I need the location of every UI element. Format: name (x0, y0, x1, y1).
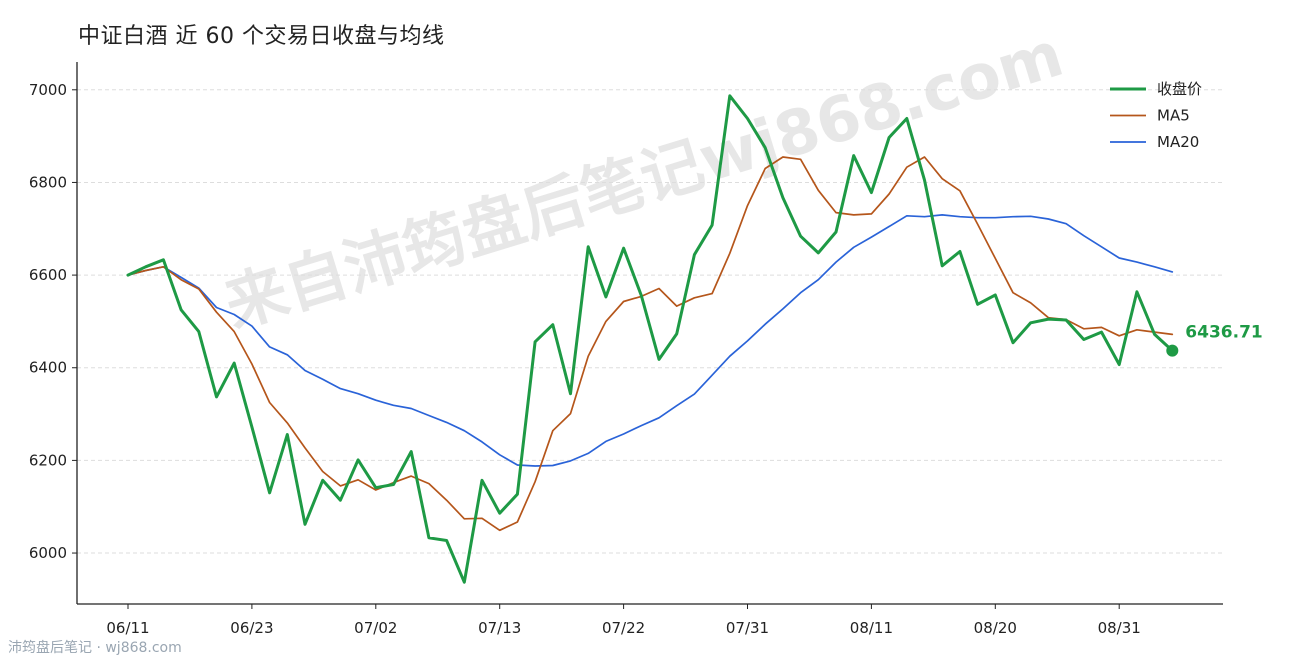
y-tick-label: 6600 (29, 266, 67, 284)
last-close-point (1166, 345, 1178, 357)
legend-label-ma5: MA5 (1157, 107, 1190, 125)
x-tick-label: 08/31 (1098, 619, 1141, 637)
x-tick-label: 06/11 (106, 619, 149, 637)
y-tick-label: 7000 (29, 81, 67, 99)
last-close-label: 6436.71 (1185, 323, 1262, 343)
y-tick-label: 6400 (29, 359, 67, 377)
x-tick-label: 08/20 (974, 619, 1017, 637)
x-tick-label: 07/22 (602, 619, 645, 637)
legend: 收盘价 MA5 MA20 (1110, 80, 1202, 151)
x-tick-label: 07/02 (354, 619, 397, 637)
x-tick-label: 07/31 (726, 619, 769, 637)
x-tick-label: 07/13 (478, 619, 521, 637)
x-tick-label: 08/11 (850, 619, 893, 637)
y-tick-label: 6200 (29, 451, 67, 469)
y-tick-label: 6000 (29, 544, 67, 562)
legend-label-close: 收盘价 (1157, 80, 1202, 98)
legend-label-ma20: MA20 (1157, 133, 1199, 151)
y-tick-label: 6800 (29, 173, 67, 191)
x-tick-label: 06/23 (230, 619, 273, 637)
footer-watermark: 沛筠盘后笔记 · wj868.com (8, 637, 182, 657)
